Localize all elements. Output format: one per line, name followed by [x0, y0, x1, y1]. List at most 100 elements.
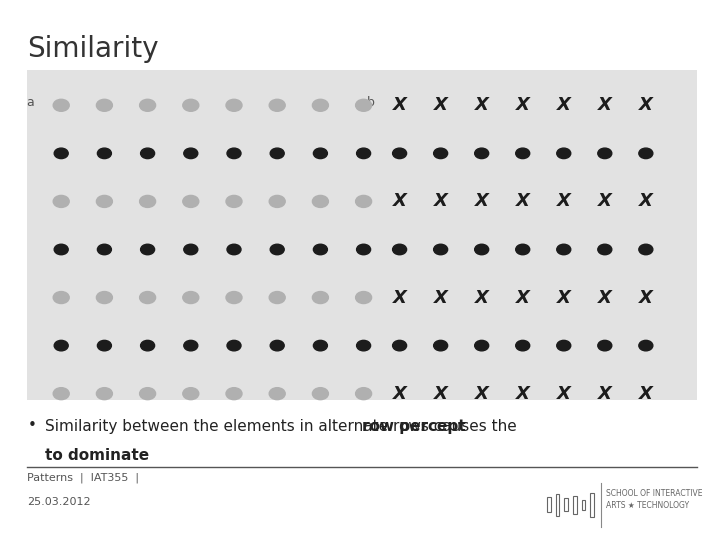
Text: •: • [27, 418, 36, 434]
Text: X: X [557, 384, 571, 403]
Circle shape [53, 99, 69, 111]
Text: X: X [639, 96, 653, 114]
Circle shape [140, 99, 156, 111]
Circle shape [598, 340, 612, 351]
Text: a: a [27, 96, 34, 109]
Circle shape [97, 244, 112, 255]
Circle shape [53, 292, 69, 303]
Text: X: X [557, 288, 571, 307]
Circle shape [356, 244, 371, 255]
Text: X: X [433, 192, 448, 211]
Circle shape [313, 148, 328, 159]
Bar [547, 497, 551, 512]
Circle shape [639, 244, 653, 255]
Text: X: X [433, 288, 448, 307]
Circle shape [140, 195, 156, 207]
FancyBboxPatch shape [27, 70, 697, 400]
Text: X: X [557, 192, 571, 211]
Text: X: X [474, 288, 489, 307]
Text: X: X [474, 384, 489, 403]
Circle shape [140, 340, 155, 351]
Text: X: X [557, 96, 571, 114]
Text: X: X [516, 288, 530, 307]
Text: X: X [639, 192, 653, 211]
Circle shape [54, 340, 68, 351]
Circle shape [96, 99, 112, 111]
Circle shape [639, 340, 653, 351]
Text: 25.03.2012: 25.03.2012 [27, 497, 91, 507]
Circle shape [97, 148, 112, 159]
Text: X: X [392, 288, 407, 307]
Text: X: X [516, 96, 530, 114]
Circle shape [184, 340, 198, 351]
Text: X: X [474, 192, 489, 211]
Circle shape [269, 99, 285, 111]
Circle shape [226, 195, 242, 207]
Circle shape [474, 340, 489, 351]
Circle shape [183, 388, 199, 400]
Circle shape [356, 292, 372, 303]
Circle shape [433, 148, 448, 159]
Text: X: X [598, 96, 612, 114]
Circle shape [392, 148, 407, 159]
Bar [590, 493, 594, 517]
Circle shape [226, 99, 242, 111]
Circle shape [433, 340, 448, 351]
Text: SCHOOL OF INTERACTIVE
ARTS ★ TECHNOLOGY: SCHOOL OF INTERACTIVE ARTS ★ TECHNOLOGY [606, 489, 703, 510]
Circle shape [54, 148, 68, 159]
Circle shape [356, 99, 372, 111]
Circle shape [140, 244, 155, 255]
Circle shape [140, 292, 156, 303]
Circle shape [474, 148, 489, 159]
Circle shape [313, 340, 328, 351]
Circle shape [392, 244, 407, 255]
Circle shape [96, 388, 112, 400]
Circle shape [516, 148, 530, 159]
Text: X: X [598, 384, 612, 403]
Circle shape [433, 244, 448, 255]
Circle shape [270, 148, 284, 159]
Text: X: X [639, 384, 653, 403]
Circle shape [184, 244, 198, 255]
Circle shape [312, 292, 328, 303]
Text: row percept: row percept [361, 418, 465, 434]
Circle shape [184, 148, 198, 159]
Circle shape [183, 195, 199, 207]
Circle shape [227, 244, 241, 255]
Text: X: X [392, 384, 407, 403]
Circle shape [356, 195, 372, 207]
Text: X: X [433, 384, 448, 403]
Circle shape [474, 244, 489, 255]
Text: X: X [516, 192, 530, 211]
Circle shape [312, 195, 328, 207]
Circle shape [516, 244, 530, 255]
Circle shape [598, 244, 612, 255]
Circle shape [639, 148, 653, 159]
Text: X: X [392, 96, 407, 114]
Circle shape [96, 195, 112, 207]
Text: to dominate: to dominate [45, 448, 150, 463]
Text: Patterns  |  IAT355  |: Patterns | IAT355 | [27, 472, 140, 483]
Text: X: X [598, 288, 612, 307]
Bar [582, 500, 585, 510]
Circle shape [227, 148, 241, 159]
Circle shape [356, 388, 372, 400]
Text: Similarity: Similarity [27, 35, 159, 63]
Circle shape [53, 388, 69, 400]
Circle shape [312, 99, 328, 111]
Text: X: X [516, 384, 530, 403]
Bar [556, 494, 559, 516]
Circle shape [54, 244, 68, 255]
Text: X: X [474, 96, 489, 114]
Circle shape [313, 244, 328, 255]
Text: Similarity between the elements in alternate rows causes the: Similarity between the elements in alter… [45, 418, 522, 434]
Circle shape [97, 340, 112, 351]
Circle shape [227, 340, 241, 351]
Circle shape [270, 244, 284, 255]
Text: X: X [598, 192, 612, 211]
Circle shape [183, 292, 199, 303]
Circle shape [226, 292, 242, 303]
Text: b: b [367, 96, 374, 109]
Circle shape [269, 292, 285, 303]
Circle shape [598, 148, 612, 159]
